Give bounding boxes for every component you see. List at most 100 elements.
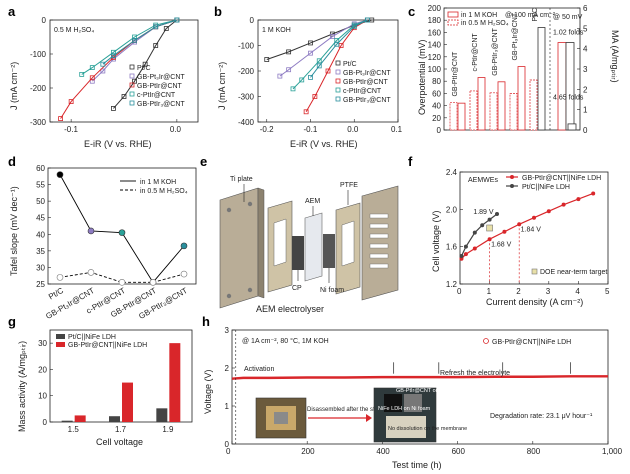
legend-marker — [510, 184, 514, 188]
panel-a-xlabel: E-iR (V vs. RHE) — [84, 139, 152, 149]
data-point — [111, 106, 116, 111]
data-point — [180, 242, 188, 250]
legend-label: Pt/C — [343, 61, 357, 68]
ma-bar-ref — [567, 123, 577, 131]
bar-alkaline — [497, 81, 506, 131]
panel-a-lsv-acid: 0.5 M H₂SO₄ -0.1 0.0 0 -100 -200 -300 Pt/C GB-… — [9, 16, 199, 149]
gasket-right — [335, 202, 361, 295]
y-tick-label: 20 — [432, 114, 441, 123]
bar-acid — [509, 93, 518, 131]
data-point — [111, 49, 116, 55]
ma-fold-label: 4.65 folds — [553, 95, 584, 102]
data-point — [463, 244, 468, 249]
bar-alkaline — [477, 77, 486, 131]
y-tick-label: 0 — [43, 418, 48, 427]
panel-c-legend: in 1 M KOH @ 100 mA cm⁻²in 0.5 M H₂SO₄ — [447, 11, 556, 27]
panel-c-y2label: MA (A/mgₚₜᵢᵣ) — [610, 30, 620, 83]
panel-h-series — [231, 330, 608, 444]
y-tick-label: 0 — [42, 16, 47, 25]
label-aem: AEM — [305, 198, 320, 205]
x-tick-label: 0.0 — [170, 125, 182, 134]
data-point — [100, 68, 106, 74]
panel-b-xlabel: E-iR (V vs. RHE) — [290, 139, 358, 149]
legend-label: GB-PtIr@CNT||NiFe LDH — [492, 339, 571, 346]
data-point — [329, 34, 335, 39]
value-label: 1.84 V — [521, 227, 542, 234]
panel-a-frame — [49, 19, 199, 123]
photo-components — [373, 387, 437, 443]
bar-acid — [449, 102, 458, 131]
legend-marker — [335, 69, 341, 75]
series-line — [102, 19, 178, 65]
legend-marker — [447, 19, 459, 26]
data-point — [308, 50, 313, 56]
data-point — [532, 215, 536, 220]
y-tick-label: -300 — [30, 118, 47, 127]
y-tick-label: 1.6 — [446, 243, 458, 252]
data-point — [132, 78, 137, 84]
bar-ptc — [61, 420, 73, 422]
category-label: GB-PtIr₃@CNT — [492, 27, 499, 75]
data-point — [174, 17, 180, 23]
label-cp: CP — [292, 285, 302, 292]
legend-label: GB-PtIr@CNT — [343, 79, 389, 86]
label-ni-foam: Ni foam — [320, 287, 344, 294]
panel-e-caption: AEM electrolyser — [256, 304, 324, 314]
legend-label: GB-PtIr₃@CNT — [343, 97, 391, 104]
legend-label: Pt/C||NiFe LDH — [68, 334, 116, 341]
y-tick-label: 2.4 — [446, 168, 458, 177]
label-ptfe: PTFE — [340, 182, 358, 189]
panel-letter-e: e — [200, 154, 207, 169]
data-point — [153, 43, 159, 48]
target-marker — [486, 224, 493, 232]
data-point — [118, 279, 126, 286]
panel-g-ticks: 0 10 20 30 1.5 1.7 1.9 — [38, 339, 174, 434]
y-tick-label: -100 — [30, 50, 47, 59]
y-tick-label: 0 — [225, 440, 230, 449]
panel-h-stability: @ 1A cm⁻², 80 °C, 1M KOH 0 200 400 600 800 1,… — [203, 326, 623, 470]
panel-c-right-title: @ 50 mV — [553, 14, 583, 21]
legend-label: DOE near-term target — [540, 269, 607, 276]
panel-a-ylabel: J (mA cm⁻²) — [9, 62, 19, 110]
data-point — [303, 109, 309, 115]
x-tick-label: 2 — [516, 287, 521, 296]
note-refresh: Refresh the electrolyte — [440, 370, 510, 377]
x-tick-label: 1,000 — [602, 447, 623, 456]
series-line — [231, 375, 608, 380]
data-point — [68, 99, 74, 104]
aem-membrane — [304, 212, 323, 282]
legend-marker — [335, 60, 341, 66]
y-tick-label: 180 — [428, 16, 442, 25]
bar-gb-ptir — [122, 382, 133, 422]
x-category-label: 1.9 — [162, 425, 174, 434]
data-point — [364, 17, 370, 23]
y-tick-label: 120 — [428, 53, 442, 62]
panel-letter-c: c — [408, 4, 415, 19]
y2-tick-label: 3 — [583, 65, 588, 74]
panel-letter-d: d — [8, 154, 16, 169]
ma-bar — [565, 42, 575, 131]
data-point — [312, 94, 318, 99]
y-tick-label: 10 — [38, 392, 47, 401]
panel-a-annotation: 0.5 M H₂SO₄ — [54, 27, 94, 34]
note-activation: Activation — [244, 366, 274, 373]
legend-marker — [531, 268, 538, 275]
data-point — [58, 116, 63, 121]
panel-d-series — [56, 171, 188, 286]
y-tick-label: 80 — [432, 77, 441, 86]
data-point — [546, 209, 551, 214]
y-tick-label: -200 — [238, 67, 255, 76]
panel-d-tafel: 2530354045505560Pt/CGB-Pt₃Ir@CNTc-PtIr@C… — [9, 164, 197, 321]
y-tick-label: 2 — [225, 364, 230, 373]
data-point — [308, 74, 313, 80]
y-tick-label: 2.0 — [446, 205, 458, 214]
panel-f-ylabel: Cell voltage (V) — [431, 210, 441, 272]
data-point — [286, 49, 292, 55]
data-point — [163, 26, 169, 31]
bar-alkaline — [537, 27, 546, 131]
legend-label: Pt/C — [137, 65, 151, 72]
legend-marker — [335, 96, 341, 102]
panel-c-overpotential: 0 20 40 60 80 100 120 140 160 180 200 0 1 2 3 4 5 6 GB-Pt… — [417, 4, 620, 135]
x-tick-label: 800 — [527, 447, 541, 456]
